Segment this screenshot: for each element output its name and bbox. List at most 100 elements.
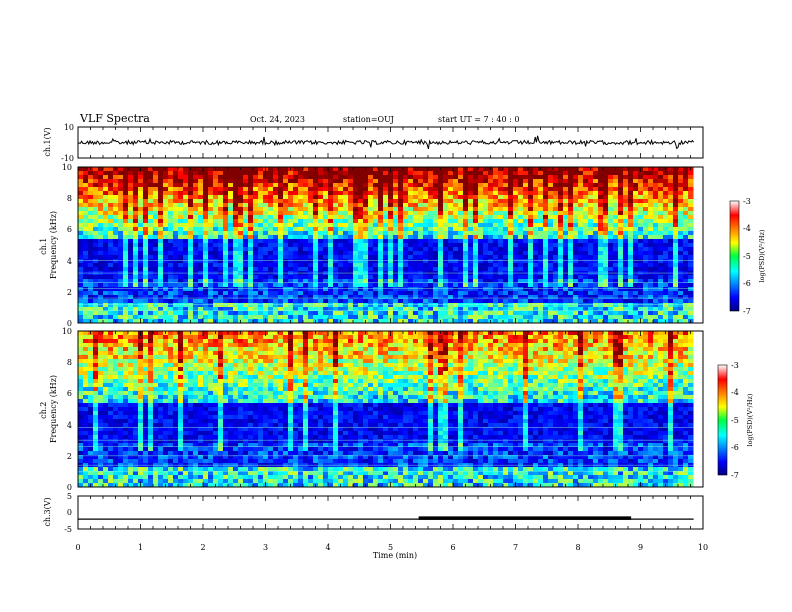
spectrogram-cell xyxy=(568,187,574,192)
spectrogram-cell xyxy=(193,171,199,176)
spectrogram-cell xyxy=(218,299,224,304)
spectrogram-cell xyxy=(108,247,114,252)
spectrogram-cell xyxy=(528,279,534,284)
spectrogram-cell xyxy=(193,319,199,324)
spectrogram-cell xyxy=(593,251,599,256)
spectrogram-cell xyxy=(573,267,579,272)
spectrogram-cell xyxy=(313,267,319,272)
spectrogram-cell xyxy=(428,167,434,172)
spectrogram-cell xyxy=(648,183,654,188)
spectrogram-cell xyxy=(553,235,559,240)
spectrogram-cell xyxy=(213,183,219,188)
spectrogram-cell xyxy=(333,203,339,208)
spectrogram-cell xyxy=(613,175,619,180)
spectrogram-cell xyxy=(148,299,154,304)
spectrogram-cell xyxy=(588,223,594,228)
spectrogram-cell xyxy=(208,243,214,248)
spectrogram-cell xyxy=(128,283,134,288)
spectrogram-cell xyxy=(488,211,494,216)
spectrogram-cell xyxy=(208,167,214,172)
spectrogram-cell xyxy=(638,279,644,284)
spectrogram-cell xyxy=(493,183,499,188)
spectrogram-cell xyxy=(398,267,404,272)
spectrogram-cell xyxy=(158,207,164,212)
spectrogram-cell xyxy=(168,215,174,220)
spectrogram-cell xyxy=(658,235,664,240)
spectrogram-cell xyxy=(383,223,389,228)
spectrogram-cell xyxy=(323,287,329,292)
spectrogram-cell xyxy=(473,171,479,176)
spectrogram-cell xyxy=(323,283,329,288)
spectrogram-cell xyxy=(608,299,614,304)
spectrogram-cell xyxy=(78,283,84,288)
spectrogram-cell xyxy=(223,223,229,228)
spectrogram-cell xyxy=(423,243,429,248)
spectrogram-cell xyxy=(103,311,109,316)
spectrogram-cell xyxy=(588,247,594,252)
spectrogram-cell xyxy=(373,199,379,204)
spectrogram-cell xyxy=(658,203,664,208)
spectrogram-cell xyxy=(158,299,164,304)
spectrogram-cell xyxy=(223,187,229,192)
spectrogram-cell xyxy=(223,179,229,184)
spectrogram-cell xyxy=(228,207,234,212)
spectrogram-cell xyxy=(343,171,349,176)
spectrogram-cell xyxy=(323,279,329,284)
spectrogram-cell xyxy=(263,243,269,248)
spectrogram-cell xyxy=(458,303,464,308)
spectrogram-cell xyxy=(383,319,389,324)
spectrogram-cell xyxy=(233,291,239,296)
spectrogram-cell xyxy=(233,179,239,184)
spectrogram-cell xyxy=(253,303,259,308)
spectrogram-cell xyxy=(398,199,404,204)
spectrogram-cell xyxy=(448,207,454,212)
spectrogram-cell xyxy=(208,211,214,216)
spectrogram-cell xyxy=(93,235,99,240)
spectrogram-cell xyxy=(408,311,414,316)
spectrogram-cell xyxy=(203,195,209,200)
spectrogram-cell xyxy=(518,183,524,188)
spectrogram-cell xyxy=(308,275,314,280)
spectrogram-cell xyxy=(523,203,529,208)
spectrogram-cell xyxy=(398,255,404,260)
spectrogram-cell xyxy=(463,311,469,316)
spectrogram-cell xyxy=(318,283,324,288)
spectrogram-cell xyxy=(183,279,189,284)
spectrogram-cell xyxy=(303,215,309,220)
spectrogram-cell xyxy=(388,283,394,288)
spectrogram-cell xyxy=(663,255,669,260)
spectrogram-cell xyxy=(418,183,424,188)
spectrogram-cell xyxy=(473,179,479,184)
spectrogram-cell xyxy=(683,207,689,212)
spectrogram-cell xyxy=(208,215,214,220)
spectrogram-cell xyxy=(323,235,329,240)
spectrogram-cell xyxy=(233,275,239,280)
spectrogram-cell xyxy=(83,195,89,200)
spectrogram-cell xyxy=(513,235,519,240)
spectrogram-cell xyxy=(388,223,394,228)
spectrogram-cell xyxy=(503,191,509,196)
spectrogram-cell xyxy=(183,275,189,280)
spectrogram-cell xyxy=(338,227,344,232)
spectrogram-cell xyxy=(588,283,594,288)
spectrogram-cell xyxy=(148,287,154,292)
spectrogram-cell xyxy=(318,295,324,300)
spectrogram-cell xyxy=(688,223,694,228)
spectrogram-cell xyxy=(248,243,254,248)
spectrogram-cell xyxy=(233,279,239,284)
spectrogram-cell xyxy=(508,215,514,220)
spectrogram-cell xyxy=(268,295,274,300)
spectrogram-cell xyxy=(123,307,129,312)
spectrogram-cell xyxy=(558,243,564,248)
spectrogram-cell xyxy=(378,183,384,188)
spectrogram-cell xyxy=(98,215,104,220)
spectrogram-cell xyxy=(208,235,214,240)
spectrogram-cell xyxy=(93,247,99,252)
spectrogram-cell xyxy=(183,183,189,188)
spectrogram-cell xyxy=(278,259,284,264)
spectrogram-cell xyxy=(408,319,414,324)
spectrogram-cell xyxy=(573,219,579,224)
spectrogram-cell xyxy=(338,247,344,252)
spectrogram-cell xyxy=(158,223,164,228)
spectrogram-cell xyxy=(368,235,374,240)
